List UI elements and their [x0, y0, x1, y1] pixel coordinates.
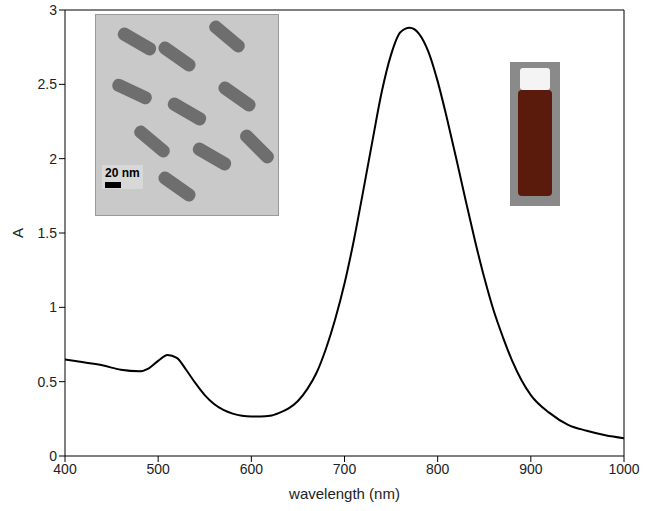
svg-text:wavelength (nm): wavelength (nm)	[288, 485, 400, 502]
svg-text:1.5: 1.5	[38, 225, 58, 241]
svg-text:1: 1	[49, 299, 57, 315]
html-text:20 nm: 20 nm	[105, 166, 140, 180]
svg-text:800: 800	[426, 461, 450, 477]
svg-text:900: 900	[519, 461, 543, 477]
svg-text:400: 400	[53, 460, 77, 477]
svg-text:2: 2	[49, 151, 57, 167]
svg-text:0: 0	[49, 448, 57, 464]
svg-text:700: 700	[333, 461, 357, 477]
svg-text:2.5: 2.5	[38, 76, 58, 92]
svg-text:500: 500	[146, 461, 170, 477]
svg-text:600: 600	[240, 461, 264, 477]
svg-text:0.5: 0.5	[38, 374, 58, 390]
svg-text:A: A	[9, 228, 26, 238]
svg-text:3: 3	[49, 2, 57, 18]
svg-text:1000: 1000	[608, 461, 639, 477]
